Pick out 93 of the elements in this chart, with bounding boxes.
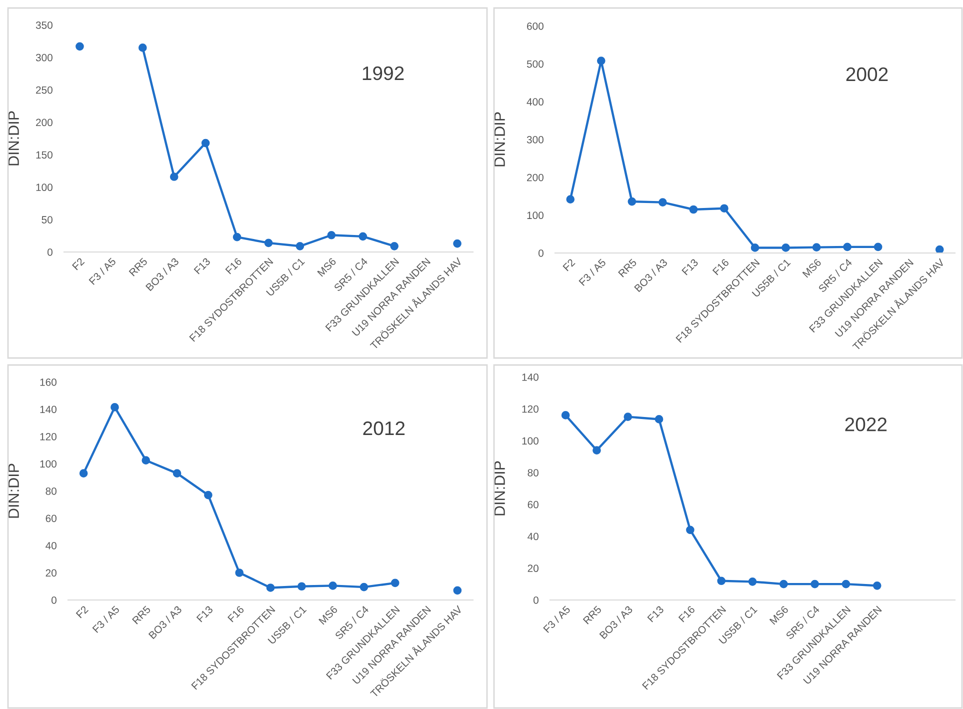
y-tick-label: 80 (46, 488, 56, 495)
y-tick-label: 120 (522, 405, 538, 413)
y-tick-label: 0 (52, 596, 56, 604)
y-tick-label: 400 (526, 98, 544, 106)
x-tick-label: F3 / A5 (542, 605, 571, 634)
point (782, 244, 790, 252)
point (232, 232, 242, 242)
point (628, 197, 636, 206)
x-tick-label: F3 / A5 (88, 257, 116, 286)
y-tick-label: 120 (40, 433, 56, 440)
y-tick-label: 200 (527, 174, 544, 182)
text: 1992 (362, 66, 404, 80)
point (843, 242, 852, 252)
point (296, 242, 304, 250)
y-tick-label: 0 (534, 596, 538, 604)
y-tick-label: 100 (527, 212, 544, 220)
point (110, 403, 119, 412)
y-tick-label: 100 (40, 460, 56, 468)
point (170, 172, 178, 181)
y-tick-label: 250 (36, 86, 52, 94)
text: 2022 (845, 418, 887, 432)
x-tick-label: F3 / A5 (578, 258, 606, 286)
y-tick-label: 140 (522, 374, 538, 381)
y-axis-title: DIN:DIP (8, 111, 19, 166)
point (561, 411, 570, 420)
point (235, 568, 244, 577)
point (453, 239, 462, 248)
y-tick-label: 350 (36, 22, 52, 29)
y-tick-label: 80 (528, 469, 538, 476)
point (566, 195, 575, 204)
y-tick-label: 40 (528, 532, 538, 540)
y-tick-label: 140 (40, 406, 56, 414)
x-tick-label: F2 (72, 257, 85, 270)
point (453, 586, 462, 595)
point (264, 238, 273, 248)
y-tick-label: 200 (36, 118, 52, 126)
y-tick-label: 100 (36, 184, 52, 192)
point (297, 582, 306, 591)
y-tick-label: 20 (46, 569, 56, 577)
y-tick-label: 600 (527, 22, 544, 30)
y-tick-label: 60 (46, 514, 56, 522)
y-tick-label: 40 (46, 542, 56, 550)
point (390, 578, 400, 588)
point (142, 456, 150, 465)
point (720, 204, 728, 213)
point (842, 580, 850, 588)
y-tick-label: 150 (36, 151, 52, 159)
point (750, 244, 760, 252)
y-axis-title: DIN:DIP (494, 112, 505, 166)
y-tick-label: 300 (36, 54, 52, 62)
text: 2002 (846, 67, 888, 82)
point (654, 415, 664, 424)
point (592, 446, 601, 454)
point (327, 230, 336, 240)
point (266, 584, 275, 592)
y-tick-label: 0 (48, 248, 52, 256)
y-tick-label: 50 (42, 216, 52, 224)
point (138, 44, 147, 52)
y-axis-title: DIN:DIP (8, 464, 19, 518)
point (748, 578, 757, 586)
point (328, 582, 337, 590)
y-tick-label: 160 (40, 378, 56, 386)
point (717, 576, 726, 586)
point (358, 232, 368, 241)
text: 2012 (363, 421, 405, 436)
y-tick-label: 300 (526, 136, 544, 144)
y-tick-label: 500 (526, 60, 544, 68)
y-tick-label: 100 (522, 437, 538, 445)
point (201, 138, 210, 148)
point (624, 412, 632, 421)
point (874, 242, 882, 252)
x-tick-label: F2 (562, 258, 576, 272)
point (779, 580, 788, 588)
point (76, 42, 84, 51)
point (872, 581, 882, 590)
y-tick-label: 0 (538, 250, 544, 257)
x-tick-label: F3 / A5 (92, 605, 120, 634)
point (658, 198, 667, 206)
y-tick-label: 60 (528, 500, 538, 508)
point (172, 469, 182, 478)
y-axis-title: DIN:DIP (494, 461, 505, 516)
point (935, 245, 944, 253)
point (812, 243, 821, 252)
point (360, 582, 368, 592)
point (686, 526, 694, 534)
y-tick-label: 20 (528, 564, 538, 572)
point (810, 580, 819, 588)
point (596, 56, 606, 65)
point (689, 205, 698, 214)
point (79, 469, 88, 478)
x-tick-label: F2 (76, 605, 89, 618)
point (390, 242, 399, 250)
point (204, 490, 212, 500)
